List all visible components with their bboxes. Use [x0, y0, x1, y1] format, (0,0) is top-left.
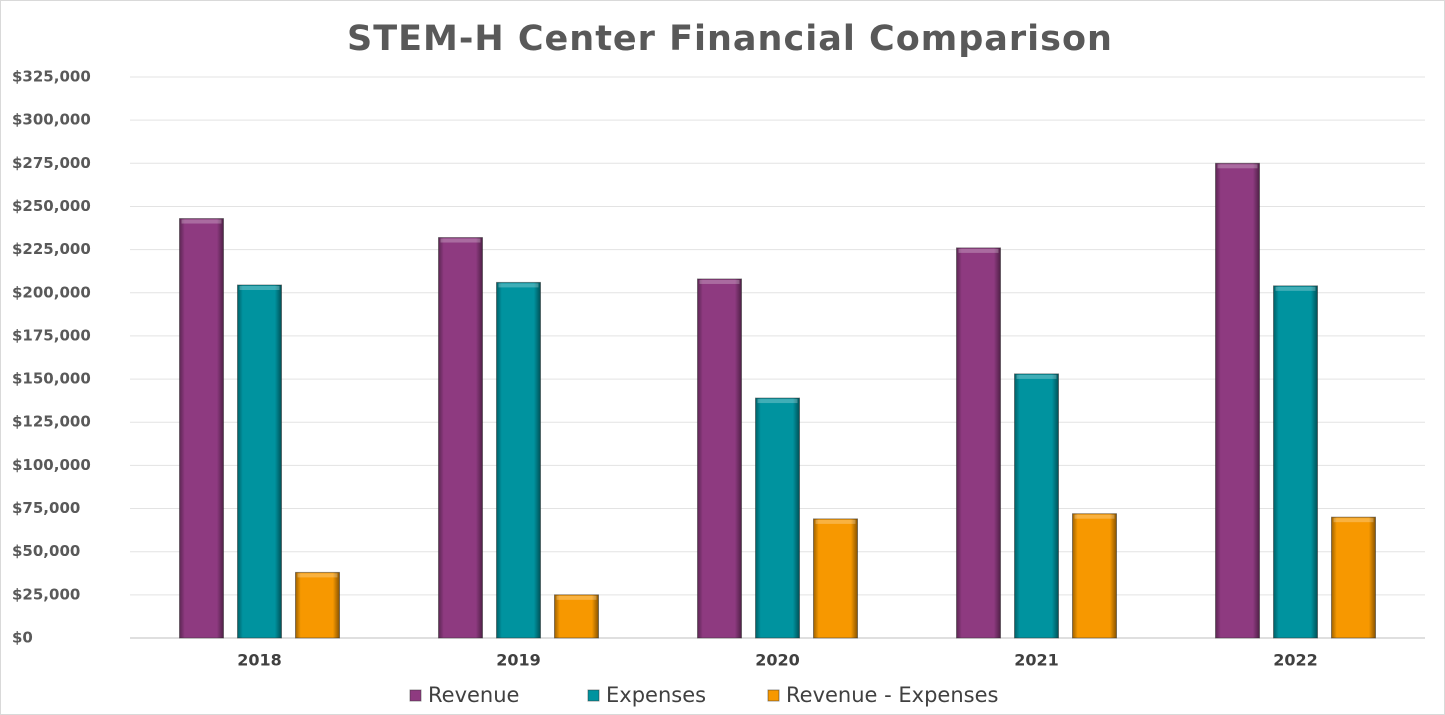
x-tick-label: 2022 [1273, 651, 1318, 670]
bar-cap [297, 573, 338, 578]
y-tick-label: $225,000 [12, 240, 91, 258]
legend-label: Revenue - Expenses [786, 683, 998, 707]
bar [1273, 285, 1318, 639]
y-tick-label: $325,000 [12, 68, 91, 86]
bar [295, 571, 340, 639]
bar-cap [498, 283, 539, 288]
bar-cap [958, 248, 999, 253]
bar-cap [1217, 164, 1258, 169]
bar [496, 281, 541, 639]
bar-cap [1016, 374, 1057, 379]
x-tick-label: 2021 [1014, 651, 1059, 670]
y-tick-label: $100,000 [12, 456, 91, 474]
y-tick-label: $275,000 [12, 154, 91, 172]
bar [755, 397, 800, 639]
x-tick-label: 2019 [496, 651, 541, 670]
legend-swatch [587, 689, 600, 702]
chart-title: STEM-H Center Financial Comparison [347, 19, 1113, 59]
y-tick-label: $0 [12, 629, 33, 647]
y-tick-label: $125,000 [12, 413, 91, 431]
bar-cap [556, 595, 597, 600]
y-tick-label: $150,000 [12, 370, 91, 388]
legend-label: Revenue [428, 683, 519, 707]
y-tick-label: $25,000 [12, 585, 80, 603]
bar [1014, 373, 1059, 639]
legend-swatch [767, 689, 780, 702]
bar-cap [1275, 286, 1316, 291]
bar [237, 284, 282, 639]
bar [697, 278, 742, 639]
bar-cap [1333, 518, 1374, 523]
bar-cap [181, 219, 222, 224]
x-tick-label: 2020 [755, 651, 800, 670]
y-tick-label: $250,000 [12, 197, 91, 215]
bar-cap [699, 279, 740, 284]
bar-cap [757, 399, 798, 404]
bar [1331, 516, 1376, 639]
bar-cap [1074, 514, 1115, 519]
y-tick-label: $300,000 [12, 111, 91, 129]
bar [813, 518, 858, 639]
legend-swatch [409, 689, 422, 702]
bar [438, 237, 483, 639]
bar [554, 594, 599, 639]
bar-cap [440, 238, 481, 243]
bar [179, 218, 224, 639]
bar [1072, 513, 1117, 639]
y-tick-label: $200,000 [12, 283, 91, 301]
bar [956, 247, 1001, 639]
bar-cap [815, 519, 856, 524]
bar-cap [239, 286, 280, 291]
y-tick-label: $175,000 [12, 326, 91, 344]
y-tick-label: $50,000 [12, 542, 80, 560]
bar [1215, 162, 1260, 639]
y-tick-label: $75,000 [12, 499, 80, 517]
x-tick-label: 2018 [237, 651, 282, 670]
legend-label: Expenses [606, 683, 706, 707]
